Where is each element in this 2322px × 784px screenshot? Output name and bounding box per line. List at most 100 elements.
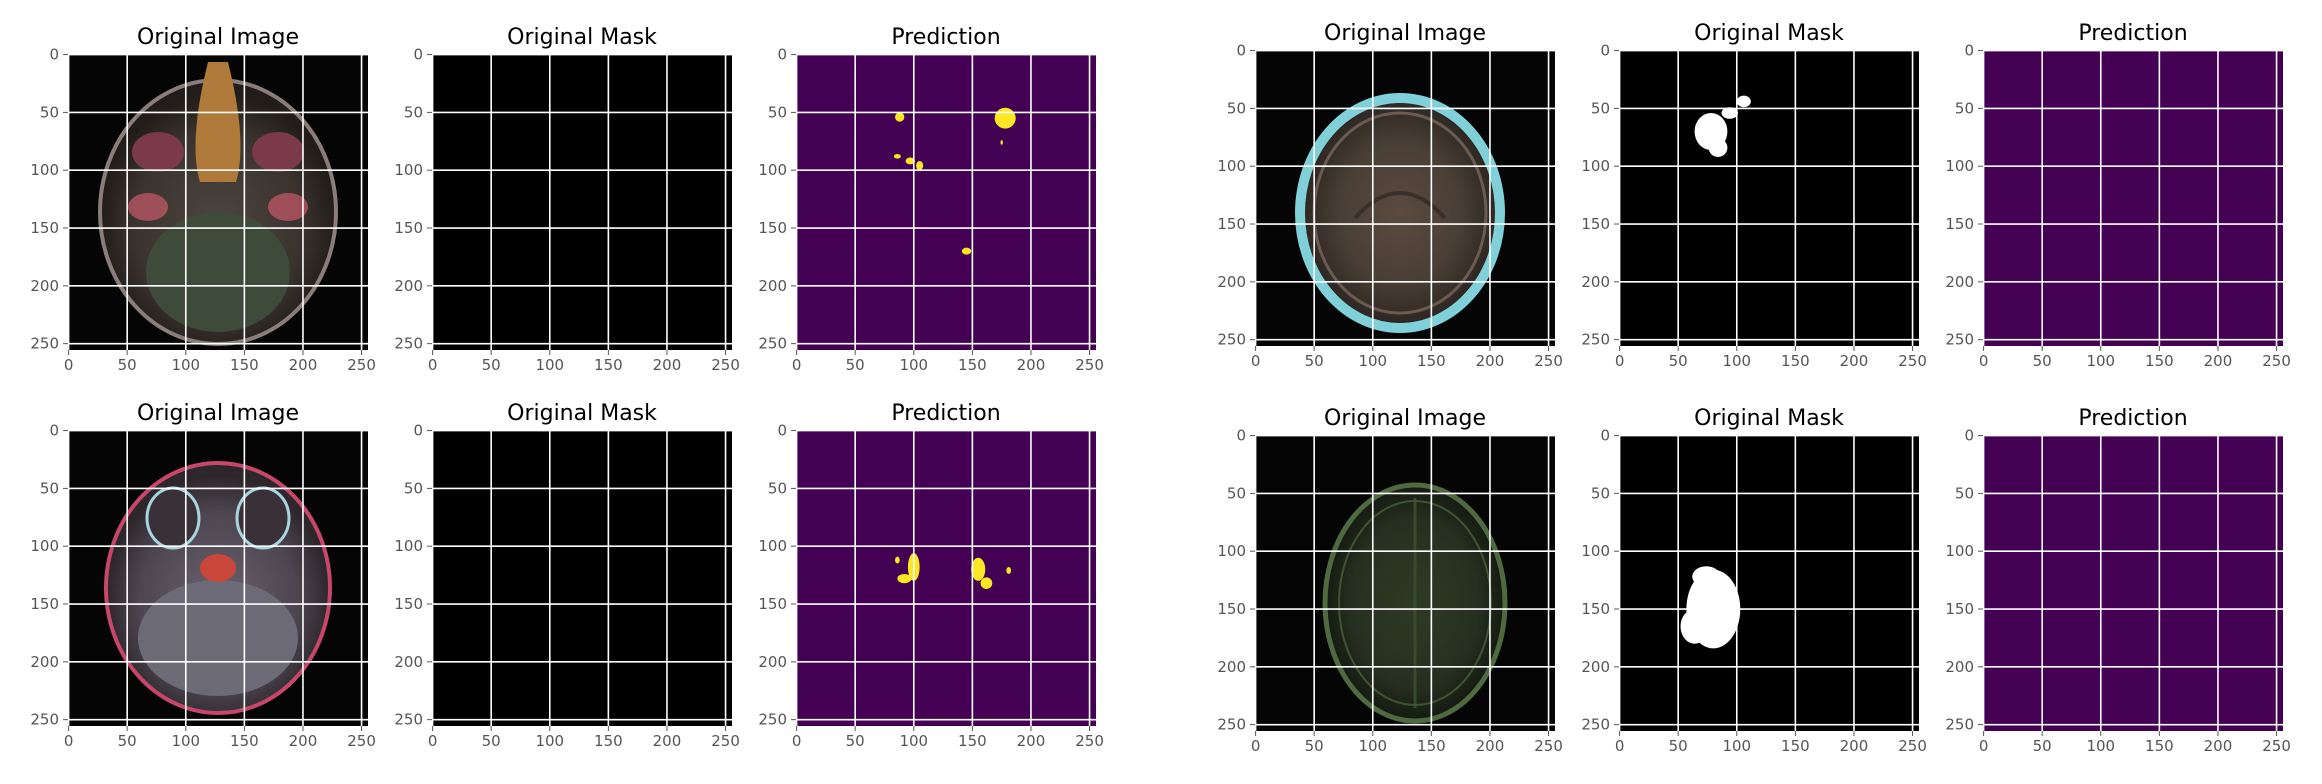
x-tick-label: 0 <box>1979 737 1989 755</box>
y-tick-label: 200 <box>30 277 59 295</box>
subplot-title: Original Image <box>137 401 299 426</box>
subplot-10: Original Image 0 50 100 150 200 250 0 50 100 150 20… <box>1217 406 1563 755</box>
y-tick-label: 50 <box>404 103 423 121</box>
subplot-5: Original Mask 0 50 100 150 200 250 0 50 100 150 200… <box>1581 21 1927 370</box>
x-tick-label: 250 <box>711 356 740 374</box>
x-tick-label: 50 <box>118 356 137 374</box>
x-tick-label: 0 <box>1251 352 1261 370</box>
x-tick-label: 100 <box>1358 737 1387 755</box>
y-tick-label: 50 <box>1591 99 1610 117</box>
x-tick-label: 150 <box>958 732 987 750</box>
y-tick-label: 150 <box>30 219 59 237</box>
y-tick-label: 250 <box>1945 716 1974 734</box>
x-tick-label: 150 <box>2145 352 2174 370</box>
x-tick-label: 200 <box>1840 352 1869 370</box>
y-tick-label: 100 <box>1581 157 1610 175</box>
x-tick-label: 250 <box>2262 737 2291 755</box>
y-tick-label: 100 <box>394 537 423 555</box>
x-tick-label: 100 <box>1358 352 1387 370</box>
y-tick-label: 50 <box>1227 99 1246 117</box>
x-tick-label: 0 <box>64 356 74 374</box>
y-tick-label: 200 <box>1581 273 1610 291</box>
x-tick-label: 100 <box>171 732 200 750</box>
y-tick-label: 0 <box>413 46 423 64</box>
prediction-background <box>796 430 1096 726</box>
x-tick-label: 250 <box>711 732 740 750</box>
subplot-title: Original Image <box>1324 406 1486 431</box>
y-tick-label: 0 <box>1600 427 1610 445</box>
mask-region <box>1708 138 1728 157</box>
brain-border <box>1338 500 1492 706</box>
x-tick-label: 250 <box>1075 356 1104 374</box>
y-tick-label: 0 <box>1964 42 1974 60</box>
y-tick-label: 150 <box>1581 215 1610 233</box>
subplot-title: Original Mask <box>507 401 657 426</box>
y-tick-label: 150 <box>1945 215 1974 233</box>
x-tick-label: 100 <box>1722 352 1751 370</box>
y-tick-label: 100 <box>1217 542 1246 560</box>
x-tick-label: 100 <box>2086 352 2115 370</box>
y-tick-label: 250 <box>1217 331 1246 349</box>
y-tick-label: 200 <box>30 653 59 671</box>
y-tick-label: 200 <box>758 277 787 295</box>
y-tick-label: 200 <box>394 277 423 295</box>
x-tick-label: 100 <box>2086 737 2115 755</box>
subplot-7: Original Image 0 50 100 150 200 250 0 50 100 150 20… <box>30 401 376 750</box>
x-tick-label: 150 <box>1417 352 1446 370</box>
x-tick-label: 200 <box>653 356 682 374</box>
x-tick-label: 250 <box>1898 352 1927 370</box>
subplot-title: Prediction <box>2078 406 2187 431</box>
x-tick-label: 150 <box>2145 737 2174 755</box>
subplot-title: Original Mask <box>507 25 657 50</box>
x-tick-label: 150 <box>1781 352 1810 370</box>
x-tick-label: 200 <box>289 356 318 374</box>
x-tick-label: 150 <box>594 356 623 374</box>
x-tick-label: 50 <box>2033 737 2052 755</box>
y-tick-label: 0 <box>1600 42 1610 60</box>
subplot-2: Original Mask 0 50 100 150 200 250 0 50 100 150 200… <box>394 25 740 374</box>
prediction-region <box>994 107 1016 129</box>
y-tick-label: 250 <box>758 711 787 729</box>
x-tick-label: 0 <box>1979 352 1989 370</box>
y-tick-label: 200 <box>1945 658 1974 676</box>
x-tick-label: 200 <box>1017 732 1046 750</box>
subplot-9: Prediction 0 50 100 150 200 250 0 50 100 150 200 250 <box>758 401 1104 750</box>
y-tick-label: 150 <box>30 595 59 613</box>
y-tick-label: 250 <box>1217 716 1246 734</box>
y-tick-label: 50 <box>40 103 59 121</box>
y-tick-label: 250 <box>30 711 59 729</box>
mask-region <box>1680 609 1709 644</box>
y-tick-label: 0 <box>1236 42 1246 60</box>
mask-region <box>1721 107 1738 119</box>
y-tick-label: 100 <box>30 161 59 179</box>
y-tick-label: 100 <box>758 537 787 555</box>
prediction-region <box>897 573 912 584</box>
x-tick-label: 250 <box>347 732 376 750</box>
y-tick-label: 100 <box>758 161 787 179</box>
prediction-background <box>796 54 1096 350</box>
y-tick-label: 200 <box>1217 658 1246 676</box>
x-tick-label: 150 <box>230 356 259 374</box>
brainstem-region <box>200 554 236 582</box>
y-tick-label: 100 <box>1945 542 1974 560</box>
x-tick-label: 50 <box>1669 737 1688 755</box>
x-tick-label: 100 <box>171 356 200 374</box>
y-tick-label: 150 <box>394 219 423 237</box>
y-tick-label: 200 <box>1581 658 1610 676</box>
x-tick-label: 200 <box>2204 737 2233 755</box>
y-tick-label: 50 <box>404 479 423 497</box>
mask-background <box>432 430 732 726</box>
mask-region <box>1692 566 1721 588</box>
x-tick-label: 250 <box>1534 737 1563 755</box>
subplot-title: Prediction <box>2078 21 2187 46</box>
skull-outline <box>1295 93 1505 333</box>
x-tick-label: 50 <box>1669 352 1688 370</box>
y-tick-label: 250 <box>758 335 787 353</box>
y-tick-label: 150 <box>1217 215 1246 233</box>
prediction-region <box>895 112 905 122</box>
x-tick-label: 150 <box>958 356 987 374</box>
subplot-1: Original Image 0 50 100 150 200 250 0 50 100 150 20… <box>30 25 376 374</box>
x-tick-label: 0 <box>1615 737 1625 755</box>
x-tick-label: 100 <box>1722 737 1751 755</box>
subplot-title: Prediction <box>891 401 1000 426</box>
